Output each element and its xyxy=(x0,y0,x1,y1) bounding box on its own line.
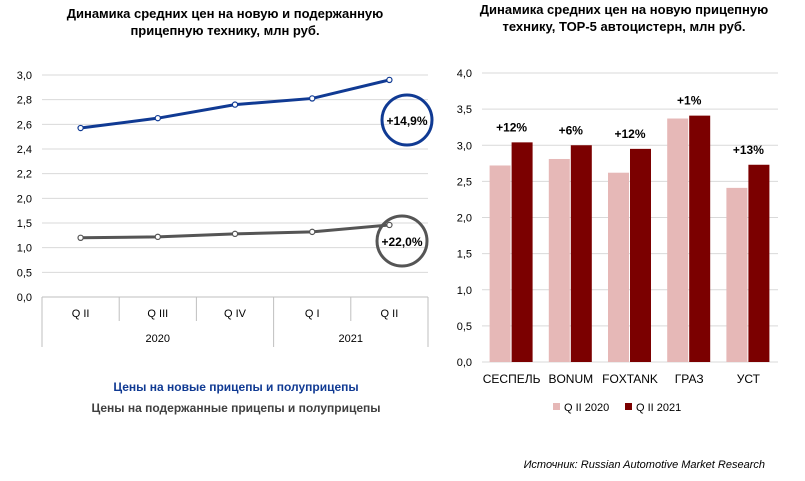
bar-chart-x-tick: BONUM xyxy=(548,372,593,386)
bar-chart-y-tick: 2,0 xyxy=(457,213,472,225)
bar-chart-x-tick: УСТ xyxy=(737,372,761,386)
legend-used-trailers: Цены на подержанные прицепы и полуприцеп… xyxy=(91,401,380,415)
bar-2020 xyxy=(726,187,748,362)
line-point xyxy=(231,101,239,108)
bar-chart-y-tick: 1,5 xyxy=(457,249,472,261)
line-chart-x-tick: Q IV xyxy=(224,308,247,320)
bar-chart-y-tick: 3,0 xyxy=(457,140,472,152)
legend-new-trailers: Цены на новые прицепы и полуприцепы xyxy=(113,380,358,394)
bar-chart-y-tick: 0,0 xyxy=(457,357,472,369)
line-point xyxy=(154,114,161,122)
bar-chart-y-axis: 0,0 0,5 1,0 1,5 2,0 2,5 3,0 3,5 4,0 xyxy=(457,68,472,369)
line-chart-y-tick: 2,6 xyxy=(17,119,32,131)
bar-chart-x-tick: ГРАЗ xyxy=(675,372,704,386)
legend-swatch-2020 xyxy=(553,403,560,410)
bar-2020 xyxy=(608,172,629,362)
bar-chart-title-line1: Динамика средних цен на новую прицепную xyxy=(480,2,768,17)
bar-2020 xyxy=(667,118,689,362)
bar-chart-y-tick: 4,0 xyxy=(457,68,472,80)
bar-2020 xyxy=(548,158,570,362)
line-point xyxy=(386,76,393,84)
bar-chart-y-tick: 2,5 xyxy=(457,176,472,188)
line-chart-y-tick: 2,8 xyxy=(17,95,32,107)
bar-chart-x-axis: СЕСПЕЛЬ BONUM FOXTANK ГРАЗ УСТ xyxy=(483,372,761,386)
legend-label-2020: Q II 2020 xyxy=(564,402,609,414)
line-chart-x-tick: Q I xyxy=(305,308,320,320)
line-chart-y-tick: 3,0 xyxy=(17,70,32,82)
bar-chart-y-tick: 1,0 xyxy=(457,285,472,297)
bar-change-label: +12% xyxy=(496,120,527,134)
bar-chart-bars: +12% +6% +12% +1% +13% xyxy=(489,94,770,362)
line-chart-y-axis: 0,0 0,5 1,0 1,5 2,0 2,2 2,4 2,6 2,8 3,0 xyxy=(17,70,32,304)
legend-swatch-2021 xyxy=(625,403,632,410)
line-chart-series: +14,9% +22,0% xyxy=(77,76,434,268)
line-chart-y-tick: 1,0 xyxy=(17,243,32,255)
line-point xyxy=(154,233,161,241)
bar-chart-x-tick: FOXTANK xyxy=(602,372,658,386)
growth-label-used: +22,0% xyxy=(381,235,422,249)
bar-chart-y-tick: 3,5 xyxy=(457,104,472,116)
bar-2021 xyxy=(630,148,651,362)
line-point xyxy=(309,228,316,236)
bar-2021 xyxy=(748,164,770,362)
bar-chart-y-tick: 0,5 xyxy=(457,321,472,333)
bar-change-label: +13% xyxy=(733,143,764,157)
line-chart-gridlines xyxy=(42,74,428,298)
line-chart-y-tick: 0,0 xyxy=(17,292,32,304)
line-chart-x-tick: Q III xyxy=(147,308,168,320)
source-note: Источник: Russian Automotive Market Rese… xyxy=(524,459,765,471)
growth-label-new: +14,9% xyxy=(386,114,427,128)
bar-change-label: +12% xyxy=(614,127,645,141)
line-chart-y-tick: 2,4 xyxy=(17,144,32,156)
line-chart-x-tick: Q II xyxy=(381,308,399,320)
bar-change-label: +6% xyxy=(559,123,584,137)
line-chart-x-axis: Q II Q III Q IV Q I Q II 2020 2021 xyxy=(41,296,429,347)
growth-ring-new xyxy=(380,93,434,147)
bar-chart-x-tick: СЕСПЕЛЬ xyxy=(483,372,541,386)
line-chart-title-line2: прицепную технику, млн руб. xyxy=(130,23,319,38)
line-chart-y-tick: 1,5 xyxy=(17,218,32,230)
line-chart-y-tick: 2,0 xyxy=(17,193,32,205)
line-point xyxy=(231,230,239,238)
bar-2021 xyxy=(511,142,533,362)
bar-chart-title-line2: технику, ТОР-5 автоцистерн, млн руб. xyxy=(502,19,745,34)
line-chart-x-tick: Q II xyxy=(72,308,90,320)
bar-chart: Динамика средних цен на новую прицепную … xyxy=(457,2,778,414)
line-point xyxy=(77,234,84,241)
bar-change-label: +1% xyxy=(677,94,702,108)
line-chart-title-line1: Динамика средних цен на новую и подержан… xyxy=(67,6,384,21)
line-chart: Динамика средних цен на новую и подержан… xyxy=(17,6,434,415)
line-chart-year-2021: 2021 xyxy=(339,333,363,345)
legend-label-2021: Q II 2021 xyxy=(636,402,681,414)
line-chart-y-tick: 0,5 xyxy=(17,267,32,279)
line-point xyxy=(309,95,316,102)
line-chart-year-2020: 2020 xyxy=(146,333,170,345)
bar-2021 xyxy=(689,115,711,362)
bar-chart-legend: Q II 2020 Q II 2021 xyxy=(553,402,681,414)
bar-2020 xyxy=(489,165,511,362)
line-point xyxy=(77,124,84,132)
bar-2021 xyxy=(570,145,592,362)
growth-ring-used xyxy=(375,214,429,268)
line-point xyxy=(386,221,393,229)
line-chart-y-tick: 2,2 xyxy=(17,169,32,181)
